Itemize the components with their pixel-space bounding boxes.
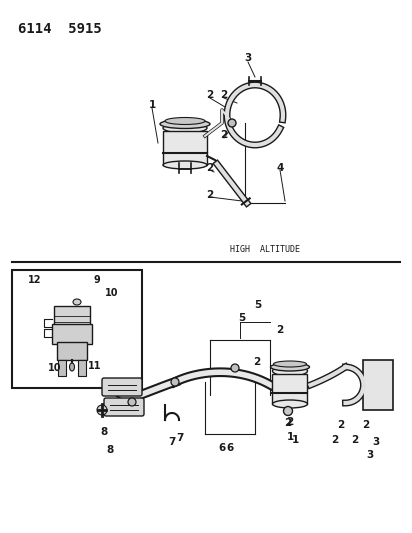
Circle shape bbox=[97, 405, 107, 415]
Text: 1: 1 bbox=[286, 432, 294, 442]
Text: 3: 3 bbox=[372, 437, 379, 447]
Bar bbox=[54, 306, 90, 328]
Ellipse shape bbox=[274, 361, 307, 367]
Text: 2: 2 bbox=[253, 357, 261, 367]
Bar bbox=[272, 374, 307, 404]
Text: 7: 7 bbox=[176, 433, 184, 443]
Text: 2: 2 bbox=[337, 420, 344, 430]
Text: 8: 8 bbox=[101, 427, 108, 437]
Ellipse shape bbox=[165, 117, 205, 125]
Text: 6: 6 bbox=[226, 443, 234, 453]
Text: 2: 2 bbox=[286, 417, 294, 427]
Ellipse shape bbox=[160, 119, 210, 128]
Ellipse shape bbox=[171, 378, 179, 386]
Bar bbox=[12, 270, 142, 388]
Bar bbox=[52, 324, 92, 344]
Bar bbox=[57, 342, 87, 360]
Text: 5: 5 bbox=[254, 300, 262, 310]
Text: 2: 2 bbox=[351, 435, 358, 445]
Text: 2: 2 bbox=[206, 90, 214, 100]
Bar bbox=[363, 360, 393, 410]
Text: HIGH  ALTITUDE: HIGH ALTITUDE bbox=[230, 245, 300, 254]
Text: 10: 10 bbox=[105, 288, 119, 298]
Ellipse shape bbox=[228, 119, 236, 127]
Text: 11: 11 bbox=[88, 361, 102, 371]
Ellipse shape bbox=[163, 161, 207, 169]
Text: 2: 2 bbox=[284, 418, 292, 428]
Bar bbox=[163, 131, 207, 165]
Ellipse shape bbox=[231, 364, 239, 372]
Text: 9: 9 bbox=[94, 275, 101, 285]
Text: 2: 2 bbox=[206, 163, 214, 173]
Text: 1: 1 bbox=[148, 100, 156, 110]
Ellipse shape bbox=[128, 398, 136, 406]
FancyBboxPatch shape bbox=[104, 398, 144, 416]
Ellipse shape bbox=[70, 363, 75, 371]
Ellipse shape bbox=[73, 299, 81, 305]
Ellipse shape bbox=[283, 407, 293, 416]
Text: 5: 5 bbox=[239, 313, 246, 323]
Text: 7: 7 bbox=[169, 437, 176, 447]
Text: 6: 6 bbox=[218, 443, 226, 453]
Text: 8: 8 bbox=[106, 445, 114, 455]
Bar bbox=[78, 360, 86, 376]
Text: 2: 2 bbox=[362, 420, 369, 430]
Text: 2: 2 bbox=[220, 90, 227, 100]
Text: 2: 2 bbox=[276, 325, 283, 335]
Text: 2: 2 bbox=[331, 435, 339, 445]
Text: 10: 10 bbox=[48, 363, 62, 373]
Ellipse shape bbox=[272, 366, 307, 376]
Ellipse shape bbox=[271, 363, 309, 371]
Bar bbox=[58, 360, 66, 376]
Text: 3: 3 bbox=[366, 450, 374, 460]
FancyBboxPatch shape bbox=[102, 378, 142, 396]
Text: 12: 12 bbox=[28, 275, 42, 285]
Text: 6114  5915: 6114 5915 bbox=[18, 22, 102, 36]
Ellipse shape bbox=[163, 123, 207, 133]
Ellipse shape bbox=[272, 400, 307, 408]
Text: 2: 2 bbox=[206, 190, 214, 200]
Text: 2: 2 bbox=[220, 130, 227, 140]
Text: 3: 3 bbox=[244, 53, 252, 63]
Text: 4: 4 bbox=[276, 163, 284, 173]
Text: 1: 1 bbox=[291, 435, 299, 445]
